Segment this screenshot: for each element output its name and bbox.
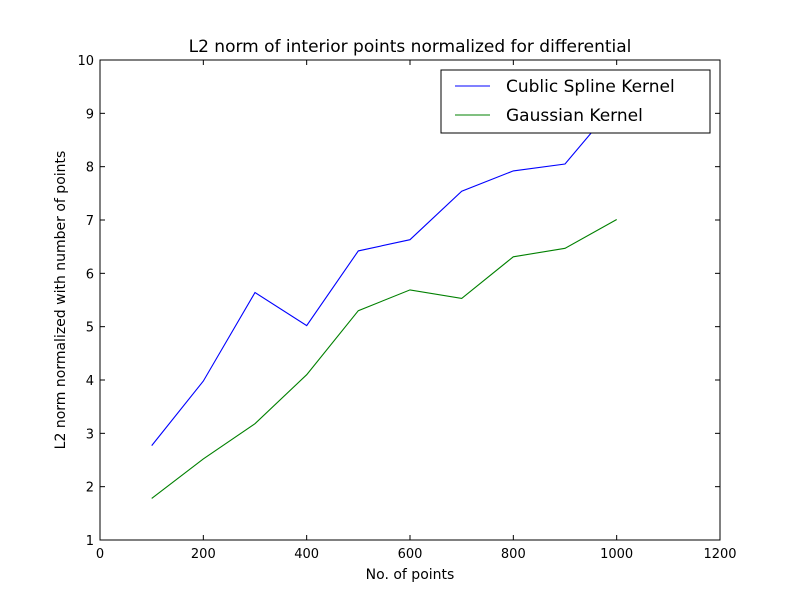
y-tick-label: 3	[86, 427, 94, 442]
y-tick-label: 6	[86, 267, 94, 282]
x-tick-label: 1000	[600, 547, 633, 562]
x-tick-label: 800	[501, 547, 526, 562]
legend: Cublic Spline Kernel Gaussian Kernel	[440, 69, 711, 134]
legend-label-cubic-spline: Cublic Spline Kernel	[506, 77, 675, 97]
y-tick-label: 1	[86, 534, 94, 549]
legend-box	[440, 69, 711, 134]
x-tick-label: 600	[398, 547, 423, 562]
y-tick-label: 8	[86, 161, 94, 176]
axis-ticks: 0 200 400 600 800 1000 1200 1 2 3 4 5 6 7 8 9 10	[77, 54, 736, 562]
series-line-gaussian	[151, 219, 617, 499]
y-tick-label: 7	[86, 214, 94, 229]
x-tick-label: 0	[96, 547, 104, 562]
x-tick-label: 400	[294, 547, 319, 562]
series-lines	[151, 102, 618, 499]
x-tick-label: 200	[191, 547, 216, 562]
y-tick-label: 5	[86, 321, 94, 336]
series-line-cubic-spline	[151, 102, 618, 446]
y-tick-label: 9	[86, 107, 94, 122]
y-tick-label: 2	[86, 481, 94, 496]
x-tick-label: 1200	[703, 547, 736, 562]
legend-label-gaussian: Gaussian Kernel	[506, 106, 643, 126]
x-axis-label: No. of points	[366, 567, 455, 583]
y-tick-label: 4	[86, 374, 94, 389]
y-tick-label: 10	[77, 54, 94, 69]
y-axis-label: L2 norm normalized with number of points	[53, 151, 69, 450]
plot-frame	[99, 59, 721, 541]
chart-title: L2 norm of interior points normalized fo…	[189, 37, 632, 57]
